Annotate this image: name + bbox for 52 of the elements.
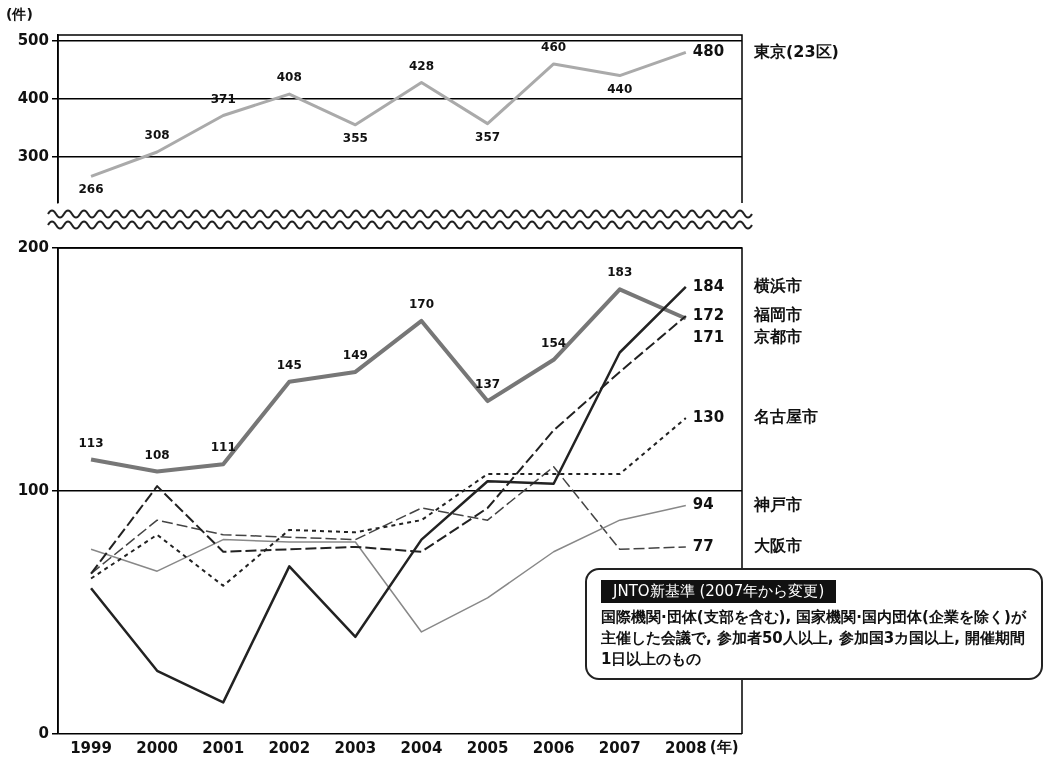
data-label: 94 — [692, 495, 714, 514]
text: 福岡市 — [753, 305, 802, 325]
data-label: 170 — [408, 297, 435, 312]
data-label: 113 — [78, 435, 104, 450]
x-tick-label: 2000 — [136, 738, 179, 757]
data-label: 408 — [276, 70, 302, 85]
data-label: 149 — [342, 348, 368, 363]
text: 横浜市 — [753, 276, 802, 296]
data-label: 308 — [144, 128, 170, 143]
data-label: 171 — [692, 327, 725, 346]
x-tick-label: 1999 — [70, 738, 112, 757]
data-label: 266 — [78, 182, 104, 197]
data-label: 111 — [210, 440, 236, 455]
data-label: 137 — [475, 377, 501, 392]
data-label: 357 — [475, 129, 501, 144]
y-tick-label: 0 — [38, 723, 49, 742]
y-tick-label: 200 — [17, 237, 49, 256]
x-tick-label: 2004 — [400, 738, 443, 757]
x-tick-label: 2002 — [268, 738, 311, 757]
y-tick-label: 100 — [17, 480, 49, 499]
x-tick-label: 2005 — [466, 738, 509, 757]
x-tick-label: 2001 — [202, 738, 245, 757]
text: 神戸市 — [753, 494, 802, 514]
y-axis-title: (件) — [6, 5, 33, 22]
data-label: 172 — [692, 305, 725, 324]
data-label: 130 — [692, 407, 725, 426]
x-tick-label: 2006 — [532, 738, 575, 757]
data-label: 145 — [276, 357, 302, 372]
line-series — [90, 465, 687, 575]
data-label: 440 — [607, 81, 633, 96]
data-label: 77 — [692, 536, 714, 555]
data-label: 184 — [692, 276, 725, 295]
data-label: 108 — [144, 447, 170, 462]
data-label: 428 — [408, 58, 435, 73]
annotation: JNTO新基準 (2007年から変更) — [601, 580, 837, 603]
data-label: 355 — [342, 130, 368, 145]
data-label: 460 — [541, 40, 567, 55]
y-tick-label: 300 — [17, 146, 49, 165]
x-tick-label: 2007 — [598, 738, 641, 757]
text: 東京(23区) — [753, 41, 839, 61]
y-tick-label: 400 — [17, 88, 49, 107]
annotation: 国際機関·団体(支部を含む), 国家機関·国内団体(企業を除く)が主催した会議で, 参加者50人以上, 参加国3カ国以上, 開催期間1日以上のもの — [601, 607, 1028, 670]
data-label: 480 — [692, 42, 725, 61]
text: 京都市 — [753, 327, 802, 347]
x-tick-label: 2003 — [334, 738, 377, 757]
data-label: 183 — [607, 265, 633, 280]
x-axis-title: (年) — [709, 737, 739, 756]
x-tick-label: 2008 — [664, 738, 707, 757]
y-tick-label: 500 — [17, 30, 49, 49]
text: 大阪市 — [754, 536, 802, 556]
data-label: 154 — [541, 335, 567, 350]
text: 名古屋市 — [753, 407, 818, 427]
